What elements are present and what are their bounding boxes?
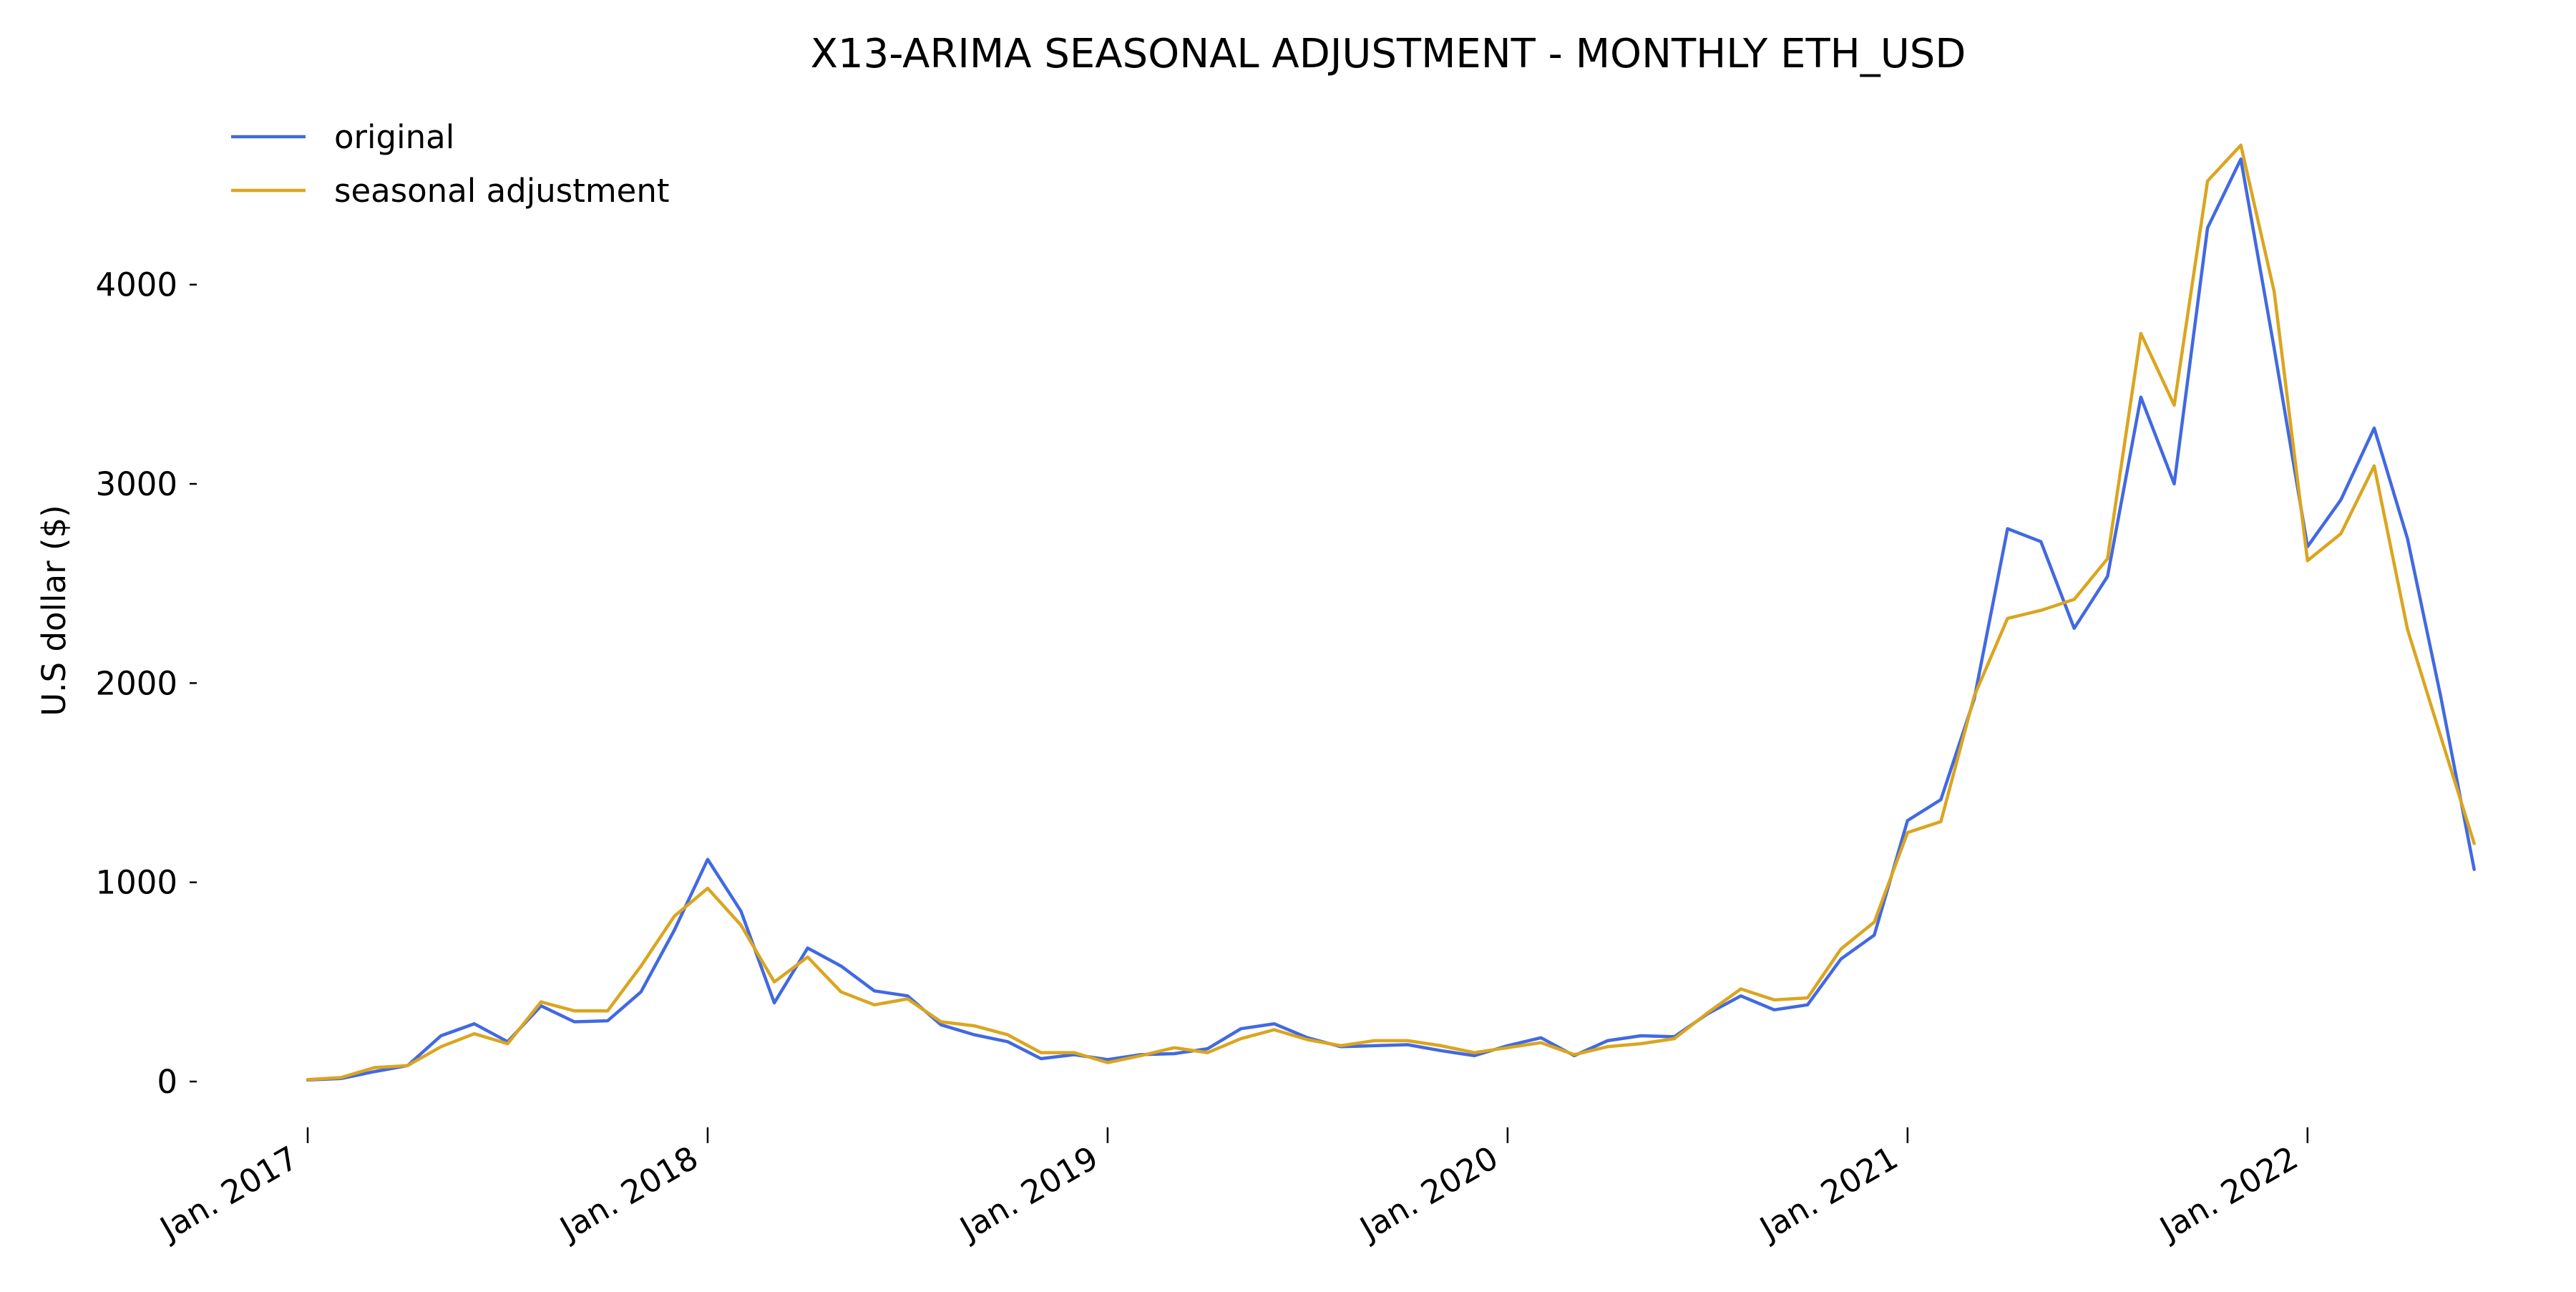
y-axis-ticks: 0 1000 2000 3000 4000 (95, 266, 197, 1101)
x-tick-label: Jan. 2022 (2152, 1139, 2304, 1249)
y-tick-label: 3000 (95, 465, 177, 503)
y-tick-label: 1000 (95, 864, 177, 902)
x-tick-label: Jan. 2018 (552, 1139, 704, 1249)
chart-title: X13-ARIMA SEASONAL ADJUSTMENT - MONTHLY … (811, 31, 1966, 77)
x-axis-ticks: Jan. 2017 Jan. 2018 Jan. 2019 Jan. 2020 Jan.… (152, 1127, 2309, 1249)
y-tick-label: 4000 (95, 266, 177, 304)
x-tick-label: Jan. 2017 (152, 1139, 304, 1249)
series-line-original (306, 157, 2476, 1082)
series-lines (306, 143, 2476, 1082)
x-tick-label: Jan. 2019 (952, 1139, 1104, 1249)
series-line-seasonal-adjustment (306, 143, 2476, 1082)
y-tick-label: 0 (157, 1063, 177, 1101)
legend: original seasonal adjustment (231, 118, 670, 210)
legend-label: original (334, 118, 454, 156)
y-axis-label: U.S dollar ($) (35, 505, 73, 716)
y-tick-label: 2000 (95, 664, 177, 702)
x-tick-label: Jan. 2021 (1752, 1139, 1904, 1249)
x-tick-label: Jan. 2020 (1352, 1139, 1504, 1249)
legend-label: seasonal adjustment (334, 172, 670, 210)
